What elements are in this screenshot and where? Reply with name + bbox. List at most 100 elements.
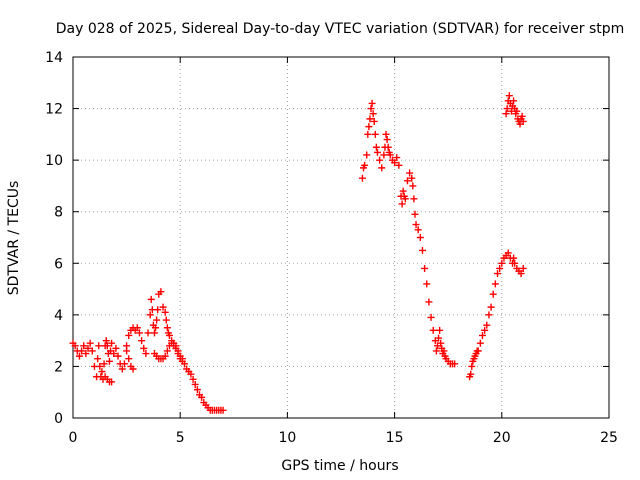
data-point <box>133 324 141 332</box>
data-point <box>162 316 170 324</box>
data-point <box>467 370 475 378</box>
data-point <box>178 357 186 365</box>
data-point <box>382 130 390 138</box>
data-point <box>361 161 369 169</box>
chart-title: Day 028 of 2025, Sidereal Day-to-day VTE… <box>56 21 625 37</box>
data-point <box>114 352 122 360</box>
data-point <box>384 143 392 151</box>
data-point <box>120 360 128 368</box>
data-point <box>144 329 152 337</box>
data-point <box>363 151 371 159</box>
data-point <box>474 347 482 355</box>
data-point <box>368 99 376 107</box>
data-point <box>421 264 429 272</box>
data-point <box>496 264 504 272</box>
data-point <box>440 347 448 355</box>
data-point <box>519 117 527 125</box>
data-point <box>172 344 180 352</box>
data-point <box>476 339 484 347</box>
data-point <box>479 331 487 339</box>
data-point <box>146 311 154 319</box>
data-point <box>161 352 169 360</box>
data-point <box>401 195 409 203</box>
data-point <box>103 342 111 350</box>
data-point <box>408 174 416 182</box>
data-point <box>142 350 150 358</box>
data-point <box>468 362 476 370</box>
data-point <box>365 123 373 131</box>
data-point <box>154 306 162 314</box>
data-point <box>157 288 165 296</box>
data-point <box>432 347 440 355</box>
data-point <box>358 174 366 182</box>
data-point <box>135 329 143 337</box>
series-segment-5 <box>502 92 527 128</box>
data-point <box>487 303 495 311</box>
data-point <box>380 151 388 159</box>
data-point <box>398 200 406 208</box>
x-axis-label: GPS time / hours <box>281 458 398 474</box>
data-point <box>494 270 502 278</box>
data-point <box>481 326 489 334</box>
data-point <box>504 249 512 257</box>
data-point <box>94 355 102 363</box>
data-point <box>371 130 379 138</box>
data-point <box>112 344 120 352</box>
data-point <box>373 148 381 156</box>
y-tick-label: 2 <box>54 359 63 375</box>
y-tick-label: 6 <box>54 256 63 272</box>
data-point <box>367 105 375 113</box>
data-point <box>108 339 116 347</box>
data-point <box>491 280 499 288</box>
data-point <box>80 342 88 350</box>
series-segment-1 <box>69 288 227 414</box>
data-point <box>505 92 513 100</box>
data-point <box>510 254 518 262</box>
data-point <box>409 182 417 190</box>
data-point <box>418 246 426 254</box>
data-point <box>406 169 414 177</box>
data-point <box>429 326 437 334</box>
y-tick-label: 4 <box>54 308 63 324</box>
data-point <box>503 105 511 113</box>
data-point <box>391 159 399 167</box>
data-point <box>219 406 227 414</box>
data-point <box>125 331 133 339</box>
plot-frame <box>72 56 610 419</box>
series-segment-3 <box>358 99 459 368</box>
data-point <box>485 311 493 319</box>
data-point <box>129 365 137 373</box>
data-point <box>88 347 96 355</box>
data-point <box>498 259 506 267</box>
data-point <box>159 303 167 311</box>
data-point <box>86 339 94 347</box>
data-point <box>152 324 160 332</box>
data-point <box>437 339 445 347</box>
data-point <box>436 326 444 334</box>
data-point <box>414 226 422 234</box>
data-point <box>372 143 380 151</box>
x-tick-label: 25 <box>600 430 618 446</box>
data-point <box>153 316 161 324</box>
y-axis-label: SDTVAR / TECUs <box>6 181 22 296</box>
data-point <box>193 386 201 394</box>
data-point <box>451 360 459 368</box>
data-point <box>370 117 378 125</box>
data-point <box>150 329 158 337</box>
data-point <box>95 342 103 350</box>
data-point <box>378 164 386 172</box>
data-point <box>425 298 433 306</box>
data-point <box>75 352 83 360</box>
data-point <box>100 360 108 368</box>
x-tick-label: 5 <box>176 430 185 446</box>
data-point <box>161 308 169 316</box>
x-tick-label: 20 <box>493 430 511 446</box>
data-point <box>412 221 420 229</box>
data-point <box>96 362 104 370</box>
data-point <box>483 321 491 329</box>
data-point <box>102 337 110 345</box>
x-tick-label: 10 <box>278 430 296 446</box>
y-tick-label: 8 <box>54 205 63 221</box>
grid <box>73 57 609 418</box>
